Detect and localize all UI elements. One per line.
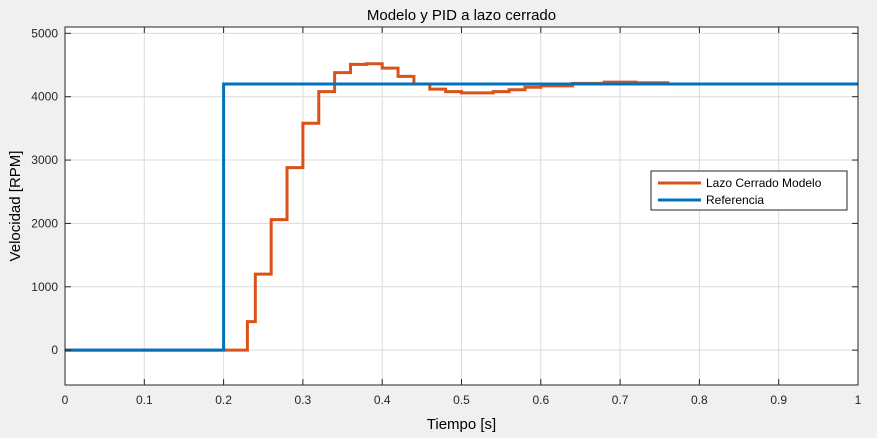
series-line-referencia <box>65 82 858 352</box>
series-line-lazo-cerrado-modelo <box>65 62 858 352</box>
y-tick-label: 2000 <box>31 216 58 230</box>
x-tick-label: 0.5 <box>453 393 470 407</box>
legend-entry-referencia: Referencia <box>706 193 764 207</box>
x-tick-label: 0.8 <box>691 393 708 407</box>
legend-box <box>650 170 848 211</box>
x-tick-label: 0.7 <box>612 393 629 407</box>
series-lines <box>65 62 858 352</box>
grid <box>64 27 859 385</box>
y-tick-label: 1000 <box>31 280 58 294</box>
y-tick-label: 0 <box>51 343 58 357</box>
x-tick-label: 0.9 <box>770 393 787 407</box>
x-tick-label: 1 <box>855 393 862 407</box>
x-tick-label: 0.2 <box>215 393 232 407</box>
x-tick-label: 0.3 <box>295 393 312 407</box>
y-tick-label: 5000 <box>31 26 58 40</box>
x-tick-label: 0 <box>62 393 69 407</box>
y-axis-label: Velocidad [RPM] <box>7 151 24 262</box>
x-axis-label: Tiempo [s] <box>427 416 496 433</box>
x-tick-label: 0.1 <box>136 393 153 407</box>
x-tick-label: 0.4 <box>374 393 391 407</box>
x-tick-label: 0.6 <box>532 393 549 407</box>
legend: Lazo Cerrado Modelo Referencia <box>650 170 848 211</box>
y-tick-label: 4000 <box>31 90 58 104</box>
tick-marks-and-labels: 0 0.1 0.2 0.3 0.4 0.5 0.6 0.7 0.8 0.9 1 0 1000 2000 30… <box>31 26 861 407</box>
legend-entry-lazo-cerrado: Lazo Cerrado Modelo <box>706 176 822 190</box>
chart-title: Modelo y PID a lazo cerrado <box>367 7 556 24</box>
y-tick-label: 3000 <box>31 153 58 167</box>
